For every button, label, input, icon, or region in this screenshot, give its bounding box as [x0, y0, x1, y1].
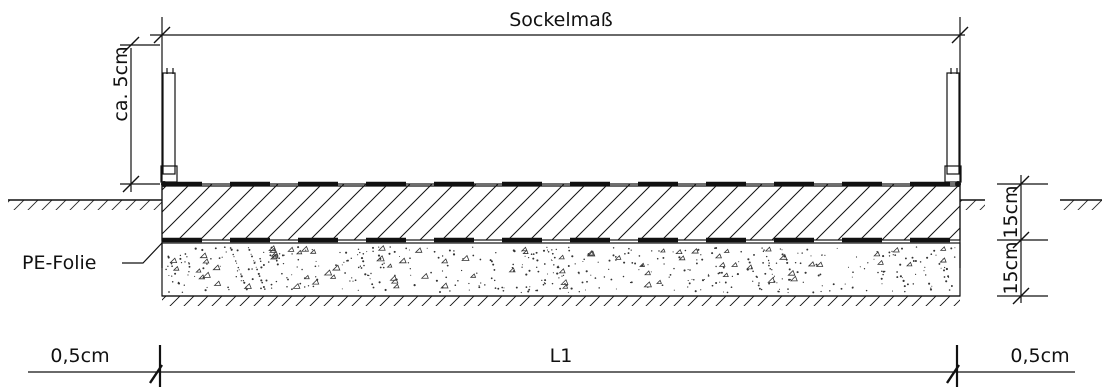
right-offset-label: 0,5cm: [1010, 345, 1069, 367]
top-dimension-label: Sockelmaß: [509, 9, 613, 31]
concrete-slab: [161, 183, 961, 241]
height-dimension-label: ca. 5cm: [110, 46, 132, 121]
height-dimension: ca. 5cm: [110, 36, 160, 193]
ground-right: [960, 199, 1102, 210]
left-offset-label: 0,5cm: [50, 345, 109, 367]
ground-left: [8, 199, 162, 210]
bottom-dimension: 0,5cm L1 0,5cm: [28, 345, 1075, 387]
gravel-base: [161, 242, 961, 306]
left-edge-strip: [160, 68, 178, 183]
layer-dimensions: 15cm 15cm: [997, 175, 1048, 305]
membrane-callout: PE-Folie: [22, 242, 163, 274]
top-membrane: [161, 181, 961, 187]
aggregate-marks: [165, 245, 956, 294]
layer-lower-label: 15cm: [1000, 241, 1022, 294]
layer-upper-label: 15cm: [1000, 185, 1022, 238]
main-length-label: L1: [550, 345, 573, 367]
top-dimension: Sockelmaß: [150, 9, 969, 268]
right-edge-strip: [944, 68, 962, 183]
membrane-label: PE-Folie: [22, 252, 96, 274]
